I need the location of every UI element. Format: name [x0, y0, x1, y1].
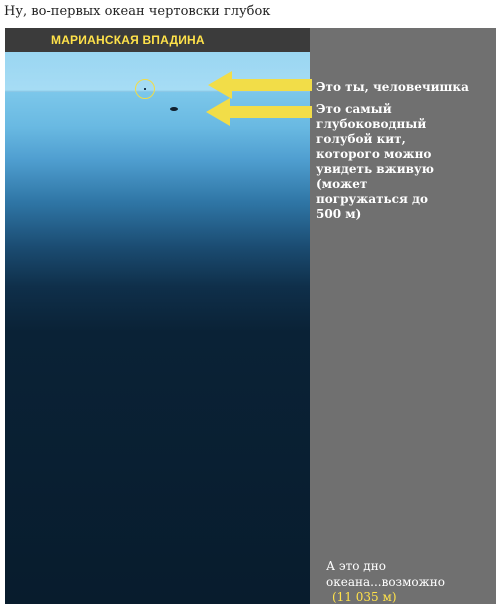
caption: Ну, во-первых океан чертовски глубок: [4, 4, 271, 19]
title-bar: [5, 28, 310, 52]
arrow-left-icon: [206, 98, 312, 126]
water-surface-line: [5, 91, 310, 92]
page-title: МАРИАНСКАЯ ВПАДИНА: [51, 33, 205, 47]
depth-value: (11 035 м): [332, 590, 397, 604]
arrow-left-icon: [208, 71, 312, 99]
annotation-you: Это ты, человечишка: [316, 80, 469, 94]
ocean-bottom-label: А это дно океана...возможно: [326, 559, 445, 589]
whale-icon: [170, 107, 178, 111]
annotation-whale: Это самый глубоководный голубой кит, кот…: [316, 102, 434, 221]
circle-marker-icon: [135, 79, 155, 99]
ocean-depth-column: [5, 52, 310, 604]
human-marker: [144, 88, 146, 90]
